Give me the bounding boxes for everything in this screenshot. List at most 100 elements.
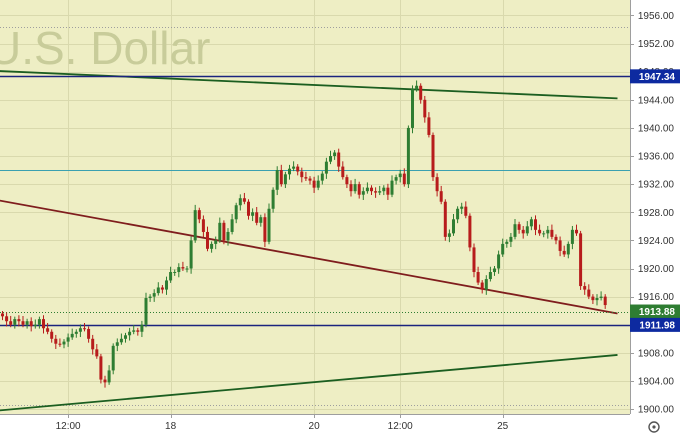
candle-body	[304, 177, 308, 179]
y-tick-label: 1936.00	[638, 152, 675, 163]
x-tick-label: 12:00	[56, 421, 81, 432]
green-trend-line	[0, 70, 618, 100]
trend-lines	[0, 70, 618, 412]
candle-body	[595, 298, 599, 301]
candle-body	[242, 198, 246, 202]
candle-body	[197, 210, 201, 220]
candle-body	[296, 166, 300, 172]
level-price-label: 1947.34	[639, 72, 676, 83]
candle-body	[439, 191, 443, 202]
candle-body	[238, 198, 242, 206]
candle-body	[583, 286, 587, 290]
candle-body	[488, 272, 492, 280]
candle-body	[575, 229, 578, 234]
settings-icon-center	[652, 425, 656, 429]
candle-body	[497, 254, 501, 269]
chart-settings-button[interactable]	[648, 421, 660, 433]
candle-body	[538, 229, 542, 234]
candle-body	[324, 161, 328, 174]
y-tick-label: 1924.00	[638, 236, 675, 247]
candle-body	[374, 191, 378, 193]
candle-body	[431, 134, 435, 178]
candle-body	[599, 296, 603, 299]
candle-body	[361, 191, 365, 195]
candle-body	[566, 243, 570, 255]
level-price-label-box	[630, 317, 680, 332]
y-tick-label: 1932.00	[638, 180, 675, 191]
candle-body	[419, 85, 423, 100]
candle-body	[193, 210, 197, 241]
candle-body	[177, 267, 181, 273]
candle-body	[398, 173, 402, 178]
candle-body	[62, 341, 66, 345]
candle-body	[316, 180, 320, 188]
candle-body	[587, 289, 591, 297]
candle-body	[201, 219, 205, 232]
level-price-label-box	[630, 69, 680, 84]
candle-body	[378, 191, 382, 193]
candle-body	[603, 296, 607, 306]
candle-body	[50, 331, 54, 339]
price-labels: 1913.88 1947.34 1911.98	[630, 69, 680, 332]
candle-body	[337, 152, 341, 167]
candle-body	[464, 206, 468, 216]
candle-body	[365, 187, 369, 192]
y-tick-label: 1952.00	[638, 39, 675, 50]
candle-body	[156, 287, 160, 294]
candle-body	[460, 206, 464, 209]
y-tick-label: 1900.00	[638, 405, 675, 416]
candle-body	[370, 187, 373, 192]
candle-body	[493, 268, 496, 273]
current-price-label: 1913.88	[639, 307, 676, 318]
candle-body	[353, 184, 357, 192]
candle-body	[111, 345, 115, 371]
candle-body	[283, 174, 287, 185]
candle-body	[103, 379, 107, 383]
candle-body	[132, 330, 136, 332]
candle-body	[247, 201, 250, 216]
candle-body	[70, 333, 74, 338]
candle-body	[476, 272, 480, 283]
candle-body	[468, 215, 472, 248]
watermark: U.S. Dollar	[0, 22, 210, 74]
candle-body	[95, 349, 99, 357]
candles	[1, 80, 607, 388]
candle-body	[1, 313, 4, 317]
green-trend-line	[0, 354, 618, 412]
grid	[0, 0, 630, 414]
candle-body	[140, 324, 144, 332]
candle-body	[29, 321, 33, 327]
x-tick-label: 25	[497, 421, 509, 432]
candle-body	[480, 282, 484, 290]
candle-body	[279, 170, 283, 185]
candle-body	[501, 243, 505, 255]
y-tick-label: 1920.00	[638, 264, 675, 275]
candle-body	[74, 331, 78, 334]
candle-body	[255, 212, 259, 223]
candle-body	[329, 156, 332, 162]
candle-body	[210, 243, 214, 249]
candle-body	[509, 236, 513, 242]
candle-body	[534, 219, 537, 230]
settings-icon	[648, 421, 660, 433]
candle-body	[230, 219, 234, 232]
candle-body	[308, 178, 312, 181]
candle-body	[529, 219, 533, 227]
candle-body	[206, 231, 209, 249]
candle-body	[226, 231, 230, 241]
candle-body	[17, 319, 21, 322]
candle-body	[452, 219, 455, 234]
candle-body	[91, 338, 95, 350]
candle-body	[107, 370, 111, 383]
candle-body	[542, 233, 546, 235]
candle-body	[546, 229, 550, 234]
candle-body	[513, 224, 517, 237]
candle-body	[222, 222, 226, 241]
candle-body	[570, 229, 574, 244]
candle-body	[54, 338, 58, 344]
candle-body	[427, 117, 431, 135]
candle-body	[579, 233, 583, 287]
candle-body	[251, 212, 255, 216]
x-tick-label: 20	[309, 421, 321, 432]
candle-body	[144, 298, 148, 325]
